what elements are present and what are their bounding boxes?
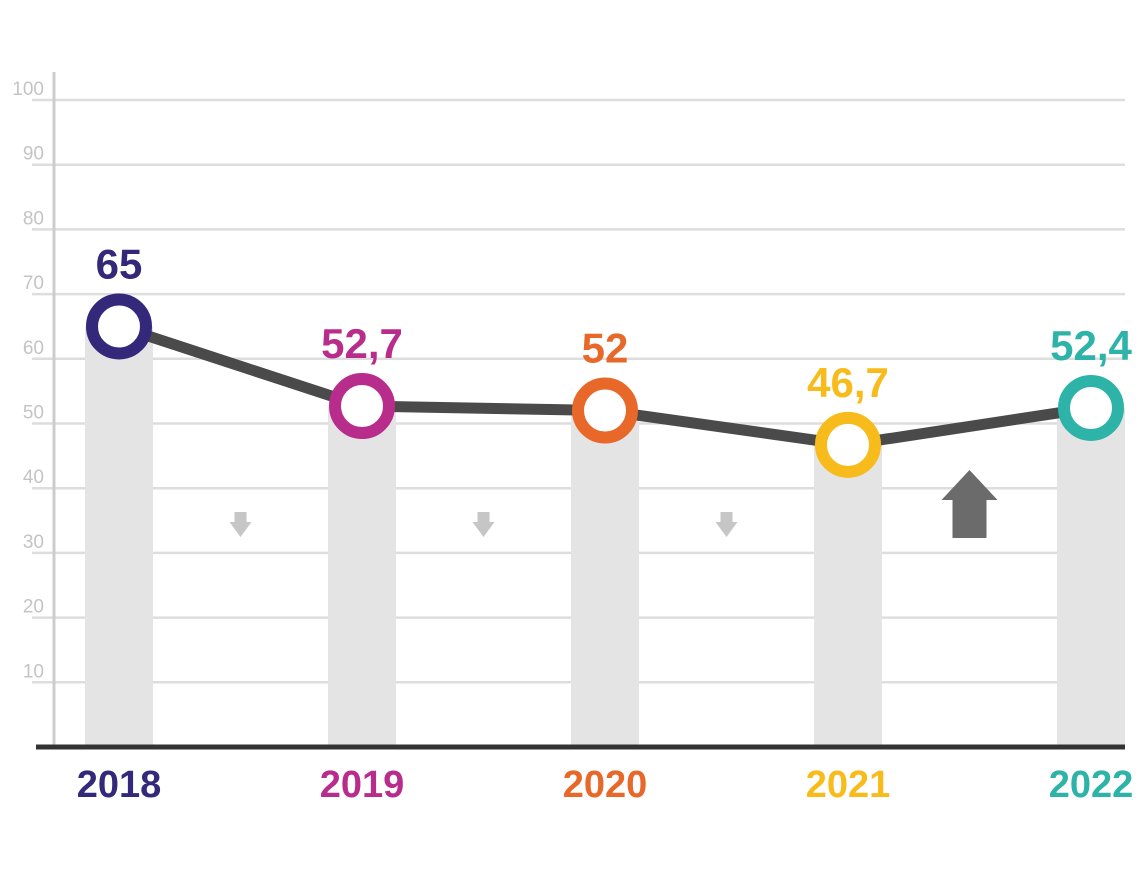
point-2021 (815, 411, 881, 478)
x-axis-labels: 2018 2019 2020 2021 2022 (77, 764, 1134, 806)
y-tick-label: 100 (12, 79, 44, 100)
y-tick-label: 10 (23, 661, 44, 682)
bar-2018 (85, 326, 153, 747)
trend-arrows (229, 470, 998, 538)
data-label-2019: 52,7 (321, 320, 403, 367)
point-2018 (86, 293, 152, 360)
x-tick-label-2019: 2019 (320, 764, 405, 806)
data-labels: 65 52,7 52 46,7 52,4 (96, 240, 1133, 405)
y-tick-label: 90 (23, 144, 44, 165)
x-tick-label-2020: 2020 (563, 764, 648, 806)
x-tick-label-2022: 2022 (1049, 764, 1134, 806)
trend-arrow-down-icon (229, 512, 252, 537)
data-label-2020: 52 (582, 325, 629, 372)
data-label-2022: 52,4 (1050, 322, 1132, 369)
x-tick-label-2018: 2018 (77, 764, 162, 806)
y-tick-label: 60 (23, 338, 44, 359)
trend-arrow-down-icon (472, 512, 495, 537)
y-tick-label: 70 (23, 273, 44, 294)
x-tick-label-2021: 2021 (806, 764, 891, 806)
bar-2019 (328, 406, 396, 747)
background-bars (85, 326, 1125, 747)
y-tick-label: 20 (23, 597, 44, 618)
y-tick-label: 30 (23, 532, 44, 553)
bar-2020 (571, 410, 639, 747)
point-2019 (329, 373, 395, 440)
trend-arrow-up-icon (941, 470, 998, 538)
data-label-2018: 65 (96, 240, 143, 287)
y-tick-label: 40 (23, 467, 44, 488)
y-tick-label: 80 (23, 208, 44, 229)
point-2022 (1058, 374, 1124, 441)
data-label-2021: 46,7 (807, 359, 889, 406)
point-2020 (572, 377, 638, 444)
data-points (86, 293, 1124, 478)
trend-arrow-down-icon (715, 512, 738, 537)
bar-2021 (814, 444, 882, 747)
y-axis-ticks: 10 20 30 40 50 60 70 80 90 100 (12, 79, 44, 682)
bar-2022 (1057, 407, 1125, 747)
y-tick-label: 50 (23, 403, 44, 424)
